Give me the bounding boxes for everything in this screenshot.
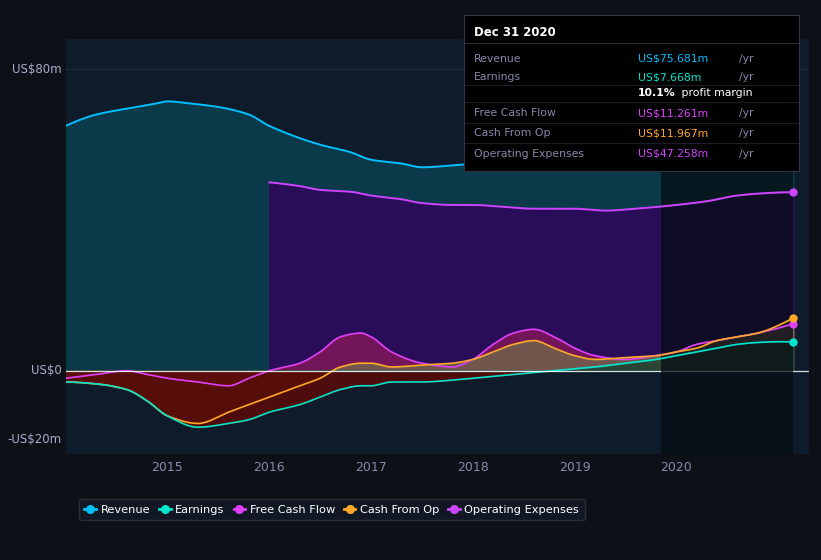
- Text: US$7.668m: US$7.668m: [638, 72, 701, 82]
- Text: Operating Expenses: Operating Expenses: [474, 148, 584, 158]
- Text: profit margin: profit margin: [678, 88, 753, 98]
- Text: US$0: US$0: [31, 364, 62, 377]
- Text: US$11.261m: US$11.261m: [638, 108, 709, 118]
- Text: /yr: /yr: [739, 148, 753, 158]
- Text: /yr: /yr: [739, 72, 753, 82]
- Bar: [661, 39, 793, 454]
- Text: Earnings: Earnings: [474, 72, 521, 82]
- Text: /yr: /yr: [739, 108, 753, 118]
- Legend: Revenue, Earnings, Free Cash Flow, Cash From Op, Operating Expenses: Revenue, Earnings, Free Cash Flow, Cash …: [79, 499, 585, 520]
- Text: US$11.967m: US$11.967m: [638, 128, 709, 138]
- Text: Cash From Op: Cash From Op: [474, 128, 550, 138]
- Text: /yr: /yr: [739, 128, 753, 138]
- Text: US$80m: US$80m: [12, 63, 62, 76]
- Text: /yr: /yr: [739, 54, 753, 64]
- Text: Revenue: Revenue: [474, 54, 521, 64]
- Text: US$47.258m: US$47.258m: [638, 148, 709, 158]
- Text: US$75.681m: US$75.681m: [638, 54, 709, 64]
- Text: 10.1%: 10.1%: [638, 88, 676, 98]
- Text: Dec 31 2020: Dec 31 2020: [474, 26, 556, 39]
- Text: Free Cash Flow: Free Cash Flow: [474, 108, 556, 118]
- Text: -US$20m: -US$20m: [8, 433, 62, 446]
